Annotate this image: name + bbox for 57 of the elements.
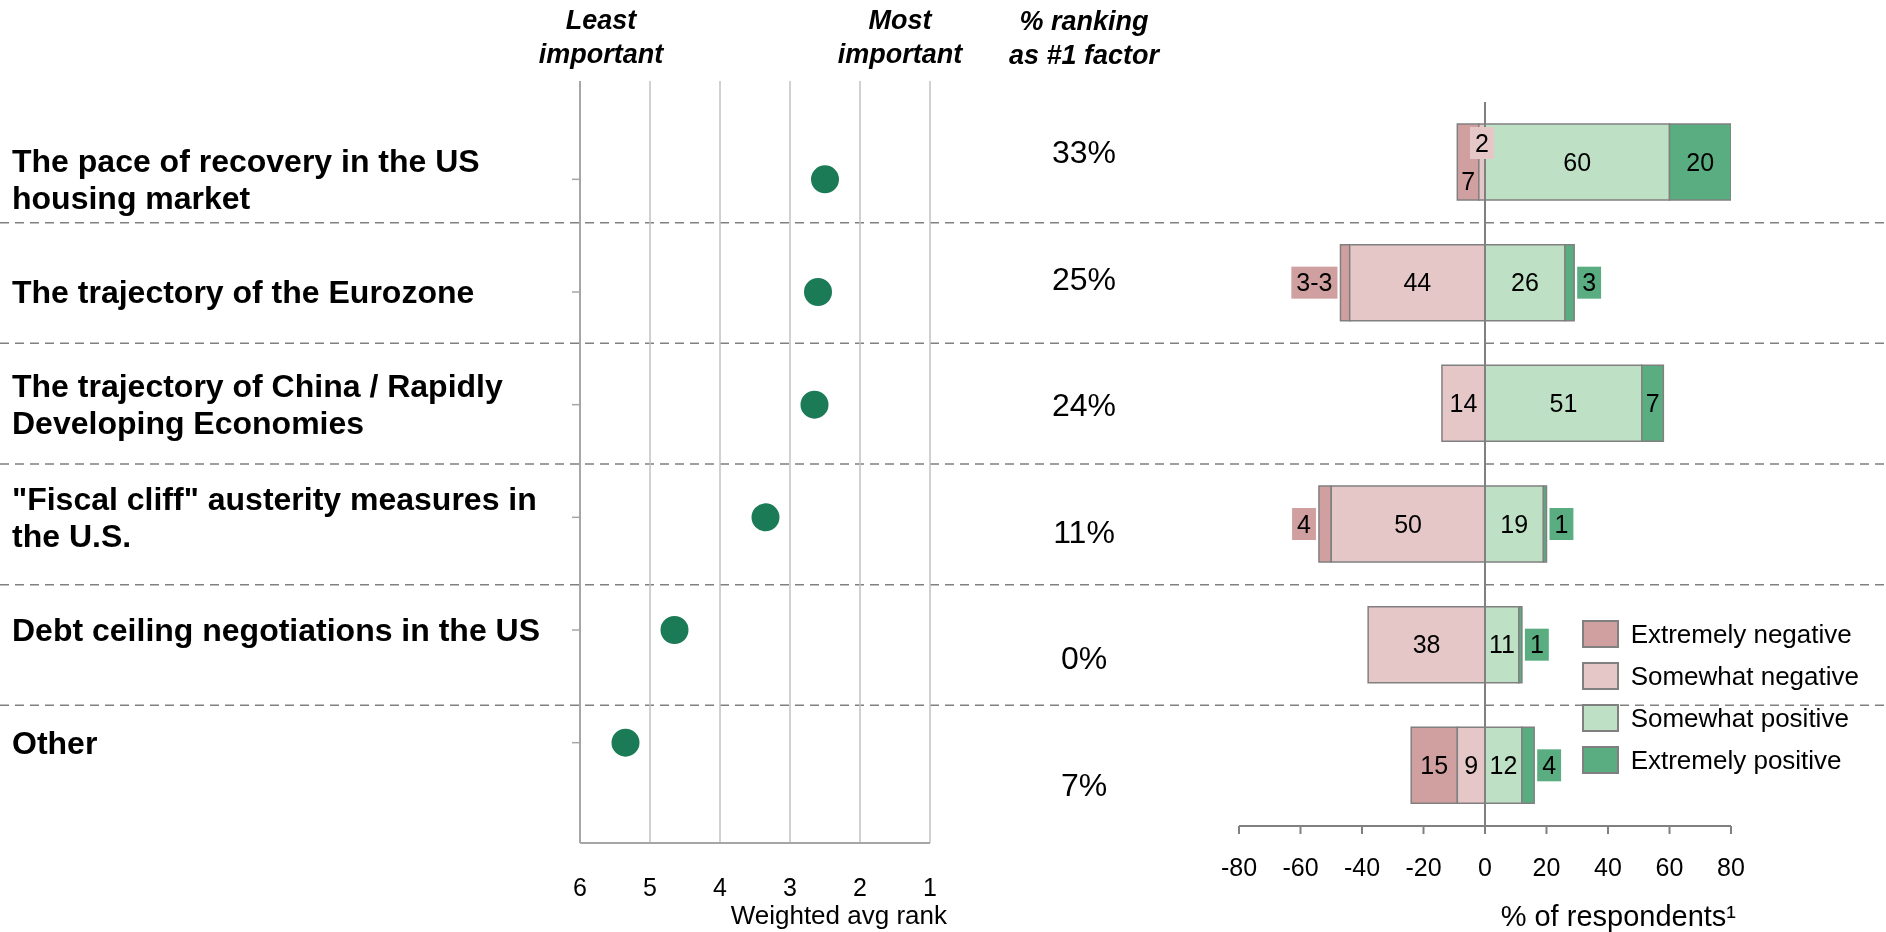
data-label: 9	[1464, 751, 1479, 780]
x-tick-label: 60	[1655, 852, 1684, 881]
data-label: 1	[1529, 630, 1544, 659]
text: 11%	[1053, 513, 1115, 550]
data-label: 7	[1645, 389, 1660, 418]
data-label: 19	[1500, 509, 1529, 538]
data-label: 44	[1403, 268, 1432, 297]
data-label: 12	[1489, 751, 1518, 780]
x-tick-label: 40	[1594, 852, 1622, 881]
x-tick-label: 1	[923, 872, 937, 901]
data-label: 4	[1297, 509, 1312, 538]
text: 0%	[1060, 640, 1108, 677]
y-tick-label: Debt ceiling negotiations in the US	[12, 612, 541, 649]
legend-label: Extremely positive	[1630, 744, 1842, 776]
data-label: 3	[1582, 268, 1597, 297]
y-tick-label: The trajectory of China / Rapidly Developing Economies	[12, 368, 503, 442]
data-label: 11	[1488, 630, 1515, 659]
text: Most important	[837, 5, 964, 69]
x-tick-label: 3	[783, 872, 797, 901]
x-tick-label: 6	[573, 872, 587, 901]
x-tick-label: 5	[643, 872, 657, 901]
data-label: 20	[1686, 147, 1715, 176]
x-tick-label: -60	[1282, 852, 1319, 881]
data-label: 2	[1474, 128, 1489, 157]
x-tick-label: -20	[1405, 852, 1442, 881]
y-tick-label: The pace of recovery in the US housing market	[12, 143, 480, 217]
x-tick-label: -80	[1220, 852, 1258, 881]
data-label: 51	[1549, 389, 1578, 418]
text: Least important	[538, 5, 665, 69]
data-label: 4	[1542, 751, 1557, 780]
data-label: 60	[1563, 147, 1592, 176]
x-axis-title: Weighted avg rank	[730, 900, 948, 930]
legend-label: Somewhat negative	[1630, 660, 1859, 692]
x-tick-label: 20	[1532, 852, 1561, 881]
data-label: 26	[1511, 268, 1539, 297]
data-label: 14	[1449, 389, 1478, 418]
legend-label: Extremely negative	[1630, 618, 1852, 650]
x-axis-title: % of respondents¹	[1500, 900, 1737, 932]
y-tick-label: Other	[12, 724, 98, 761]
data-label: 38	[1412, 630, 1441, 659]
data-label: 50	[1394, 509, 1423, 538]
x-tick-label: 4	[713, 872, 728, 901]
x-tick-label: 0	[1478, 852, 1492, 881]
data-label: 7	[1461, 166, 1476, 195]
text: % ranking as #1 factor	[1008, 6, 1161, 70]
text: 33%	[1051, 134, 1117, 171]
legend-label: Somewhat positive	[1630, 702, 1849, 734]
data-label: 15	[1420, 751, 1449, 780]
y-tick-label: The trajectory of the Eurozone	[12, 274, 475, 311]
text: 24%	[1051, 387, 1117, 424]
text: 7%	[1060, 766, 1108, 803]
x-tick-label: 2	[853, 872, 867, 901]
y-tick-label: "Fiscal cliff" austerity measures in the U.S.	[12, 481, 537, 555]
data-label: 1	[1554, 509, 1569, 538]
x-tick-label: -40	[1343, 852, 1381, 881]
x-tick-label: 80	[1717, 852, 1745, 881]
text: 25%	[1051, 260, 1117, 297]
